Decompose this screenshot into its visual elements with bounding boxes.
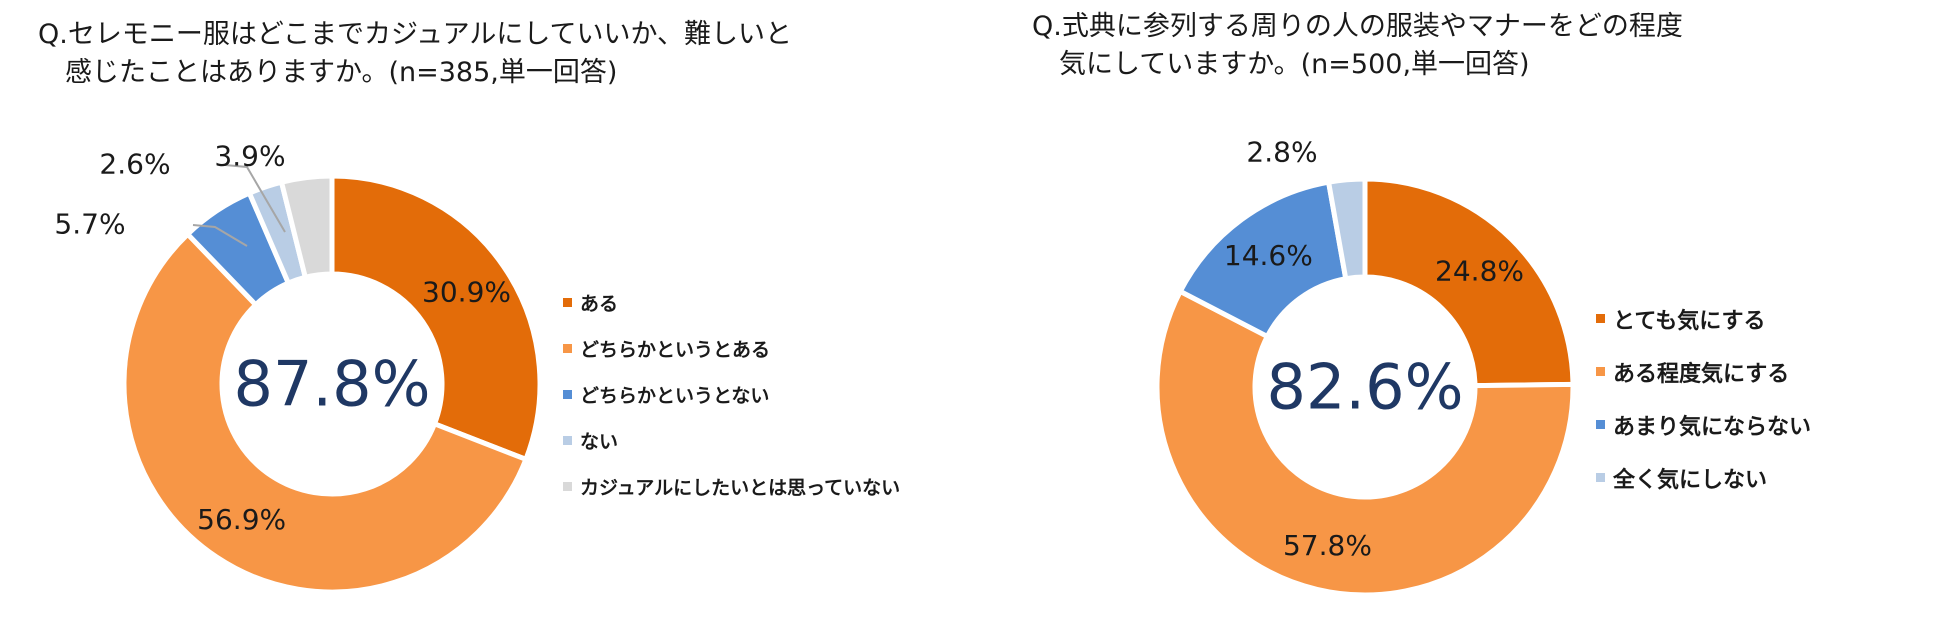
chart-legend: とても気にする ある程度気にする あまり気にならない 全く気にしない <box>1596 292 1811 504</box>
legend-item: とても気にする <box>1596 292 1811 345</box>
legend-item: ない <box>563 417 900 463</box>
donut-slice <box>279 173 335 280</box>
legend-label: あまり気にならない <box>1613 414 1812 440</box>
legend-label: どちらかというとある <box>580 338 771 361</box>
legend-swatch <box>1596 420 1605 429</box>
donut-chart: 24.8% 57.8% 14.6% 2.8% 82.6% <box>1154 136 1576 598</box>
legend-swatch <box>563 389 572 399</box>
chart-legend: あるどちらかというとある どちらかというとない ないカジュアルにしたいとは思っていな… <box>563 279 900 509</box>
donut-slice <box>1362 176 1576 389</box>
legend-item: 全く気にしない <box>1596 451 1811 504</box>
legend-swatch <box>1596 367 1605 376</box>
legend-label: とても気にする <box>1613 308 1766 334</box>
leader-line <box>192 224 248 247</box>
slice-value-label: 5.7% <box>54 208 125 241</box>
legend-label: カジュアルにしたいとは思っていない <box>580 476 901 499</box>
legend-swatch <box>1596 314 1605 323</box>
donut-chart: 30.9% 56.9% 5.7% 2.6% 3.9% 87.8% <box>54 139 543 595</box>
legend-label: ある <box>580 292 619 315</box>
donut-slice <box>1326 176 1368 282</box>
chart-title: Q.セレモニー服はどこまでカジュアルにしていいか、難しいと 感じたことはあります… <box>38 19 792 88</box>
slice-value-label: 57.8% <box>1283 529 1372 562</box>
chart-panel-attendee-manners: Q.式典に参列する周りの人の服装やマナーをどの程度 気にしていますか。(n=50… <box>990 0 1950 623</box>
legend-item: ある程度気にする <box>1596 345 1811 398</box>
donut-slice <box>329 173 543 462</box>
legend-label: ある程度気にする <box>1613 361 1790 387</box>
chart-panel-ceremony-casual: Q.セレモニー服はどこまでカジュアルにしていいか、難しいと 感じたことはあります… <box>38 19 901 595</box>
slice-value-label: 2.6% <box>99 148 170 181</box>
legend-item: あまり気にならない <box>1596 398 1811 451</box>
chart-title: Q.式典に参列する周りの人の服装やマナーをどの程度 気にしていますか。(n=50… <box>1032 11 1683 80</box>
donut-slice <box>1154 288 1576 598</box>
legend-item: カジュアルにしたいとは思っていない <box>563 463 900 509</box>
legend-swatch <box>563 481 572 491</box>
legend-swatch <box>563 343 572 353</box>
legend-label: 全く気にしない <box>1613 467 1768 493</box>
legend-swatch <box>1596 473 1605 482</box>
legend-label: ない <box>580 430 619 453</box>
legend-item: どちらかというとない <box>563 371 900 417</box>
legend-item: ある <box>563 279 900 325</box>
slice-value-label: 24.8% <box>1435 255 1524 288</box>
donut-slice <box>121 231 529 595</box>
center-total-label: 82.6% <box>1267 351 1464 424</box>
legend-item: どちらかというとある <box>563 325 900 371</box>
legend-label: どちらかというとない <box>580 384 770 407</box>
slice-value-label: 56.9% <box>197 503 286 536</box>
legend-swatch <box>563 435 572 445</box>
slice-value-label: 30.9% <box>422 275 511 308</box>
leader-line <box>224 164 286 233</box>
slice-value-label: 3.9% <box>214 140 285 173</box>
slice-value-label: 14.6% <box>1224 239 1313 272</box>
center-total-label: 87.8% <box>234 348 431 421</box>
legend-swatch <box>563 297 572 307</box>
slice-value-label: 2.8% <box>1246 136 1317 169</box>
